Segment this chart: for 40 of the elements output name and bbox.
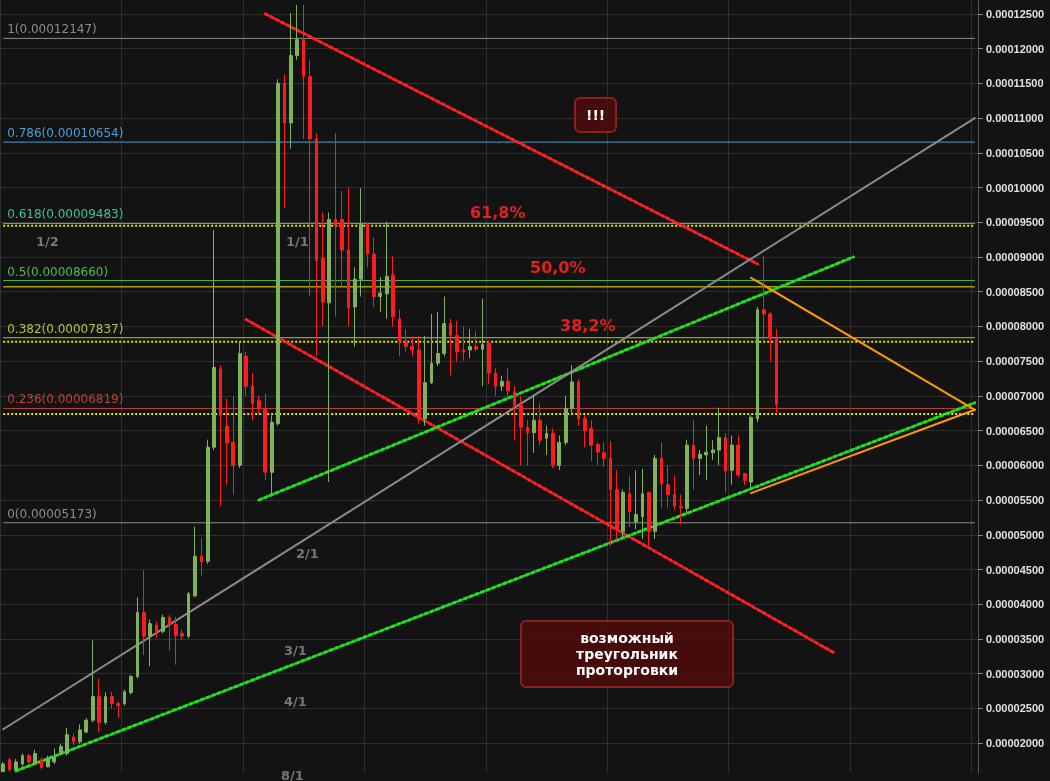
ref-line-label: 0.382(0.00007837)	[7, 321, 124, 336]
ref-line-label: 0.236(0.00006819)	[7, 392, 124, 407]
y-tick-label: 0.00009500	[986, 216, 1045, 229]
y-tick-label: 0.00003500	[986, 632, 1045, 645]
y-tick-label: 0.00004500	[986, 563, 1045, 576]
y-tick-label: 0.00005500	[986, 494, 1045, 507]
annotation: 3/1	[284, 643, 307, 658]
y-tick-label: 0.00010500	[986, 146, 1045, 159]
ref-line-label: 0(0.00005173)	[7, 506, 97, 521]
callout-box: возможный треугольник проторговки	[520, 620, 734, 688]
y-tick-label: 0.00008000	[986, 320, 1045, 333]
y-tick-label: 0.00010000	[986, 181, 1045, 194]
y-tick-label: 0.00004000	[986, 598, 1045, 611]
ref-line-label: 0.618(0.00009483)	[7, 207, 124, 222]
y-tick-label: 0.00008500	[986, 285, 1045, 298]
annotation: 8/1	[281, 768, 304, 781]
annotation: 4/1	[284, 694, 307, 709]
annotation: 1/2	[36, 234, 59, 249]
y-tick-label: 0.00002000	[986, 737, 1045, 750]
y-tick-label: 0.00005000	[986, 528, 1045, 541]
y-tick-label: 0.00003000	[986, 667, 1045, 680]
ref-line-label: 0.786(0.00010654)	[7, 126, 124, 141]
callout-box: !!!	[574, 97, 618, 133]
y-tick-label: 0.00007500	[986, 355, 1045, 368]
annotation: 61,8%	[470, 203, 526, 222]
y-tick-label: 0.00002500	[986, 702, 1045, 715]
y-tick-label: 0.00011500	[986, 77, 1044, 90]
annotation: 38,2%	[560, 316, 616, 335]
ref-line-label: 1(0.00012147)	[7, 22, 97, 37]
annotation: 1/1	[286, 234, 309, 249]
y-tick-label: 0.00009000	[986, 250, 1045, 263]
y-tick-label: 0.00006000	[986, 459, 1045, 472]
y-tick-label: 0.00007000	[986, 389, 1045, 402]
y-tick-label: 0.00012000	[986, 42, 1045, 55]
ref-line-label: 0.5(0.00008660)	[7, 264, 109, 279]
annotation: 50,0%	[530, 258, 586, 277]
annotation: 2/1	[296, 546, 319, 561]
y-tick-label: 0.00006500	[986, 424, 1045, 437]
y-tick-label: 0.00011000	[986, 112, 1044, 125]
y-tick-label: 0.00012500	[986, 7, 1045, 20]
